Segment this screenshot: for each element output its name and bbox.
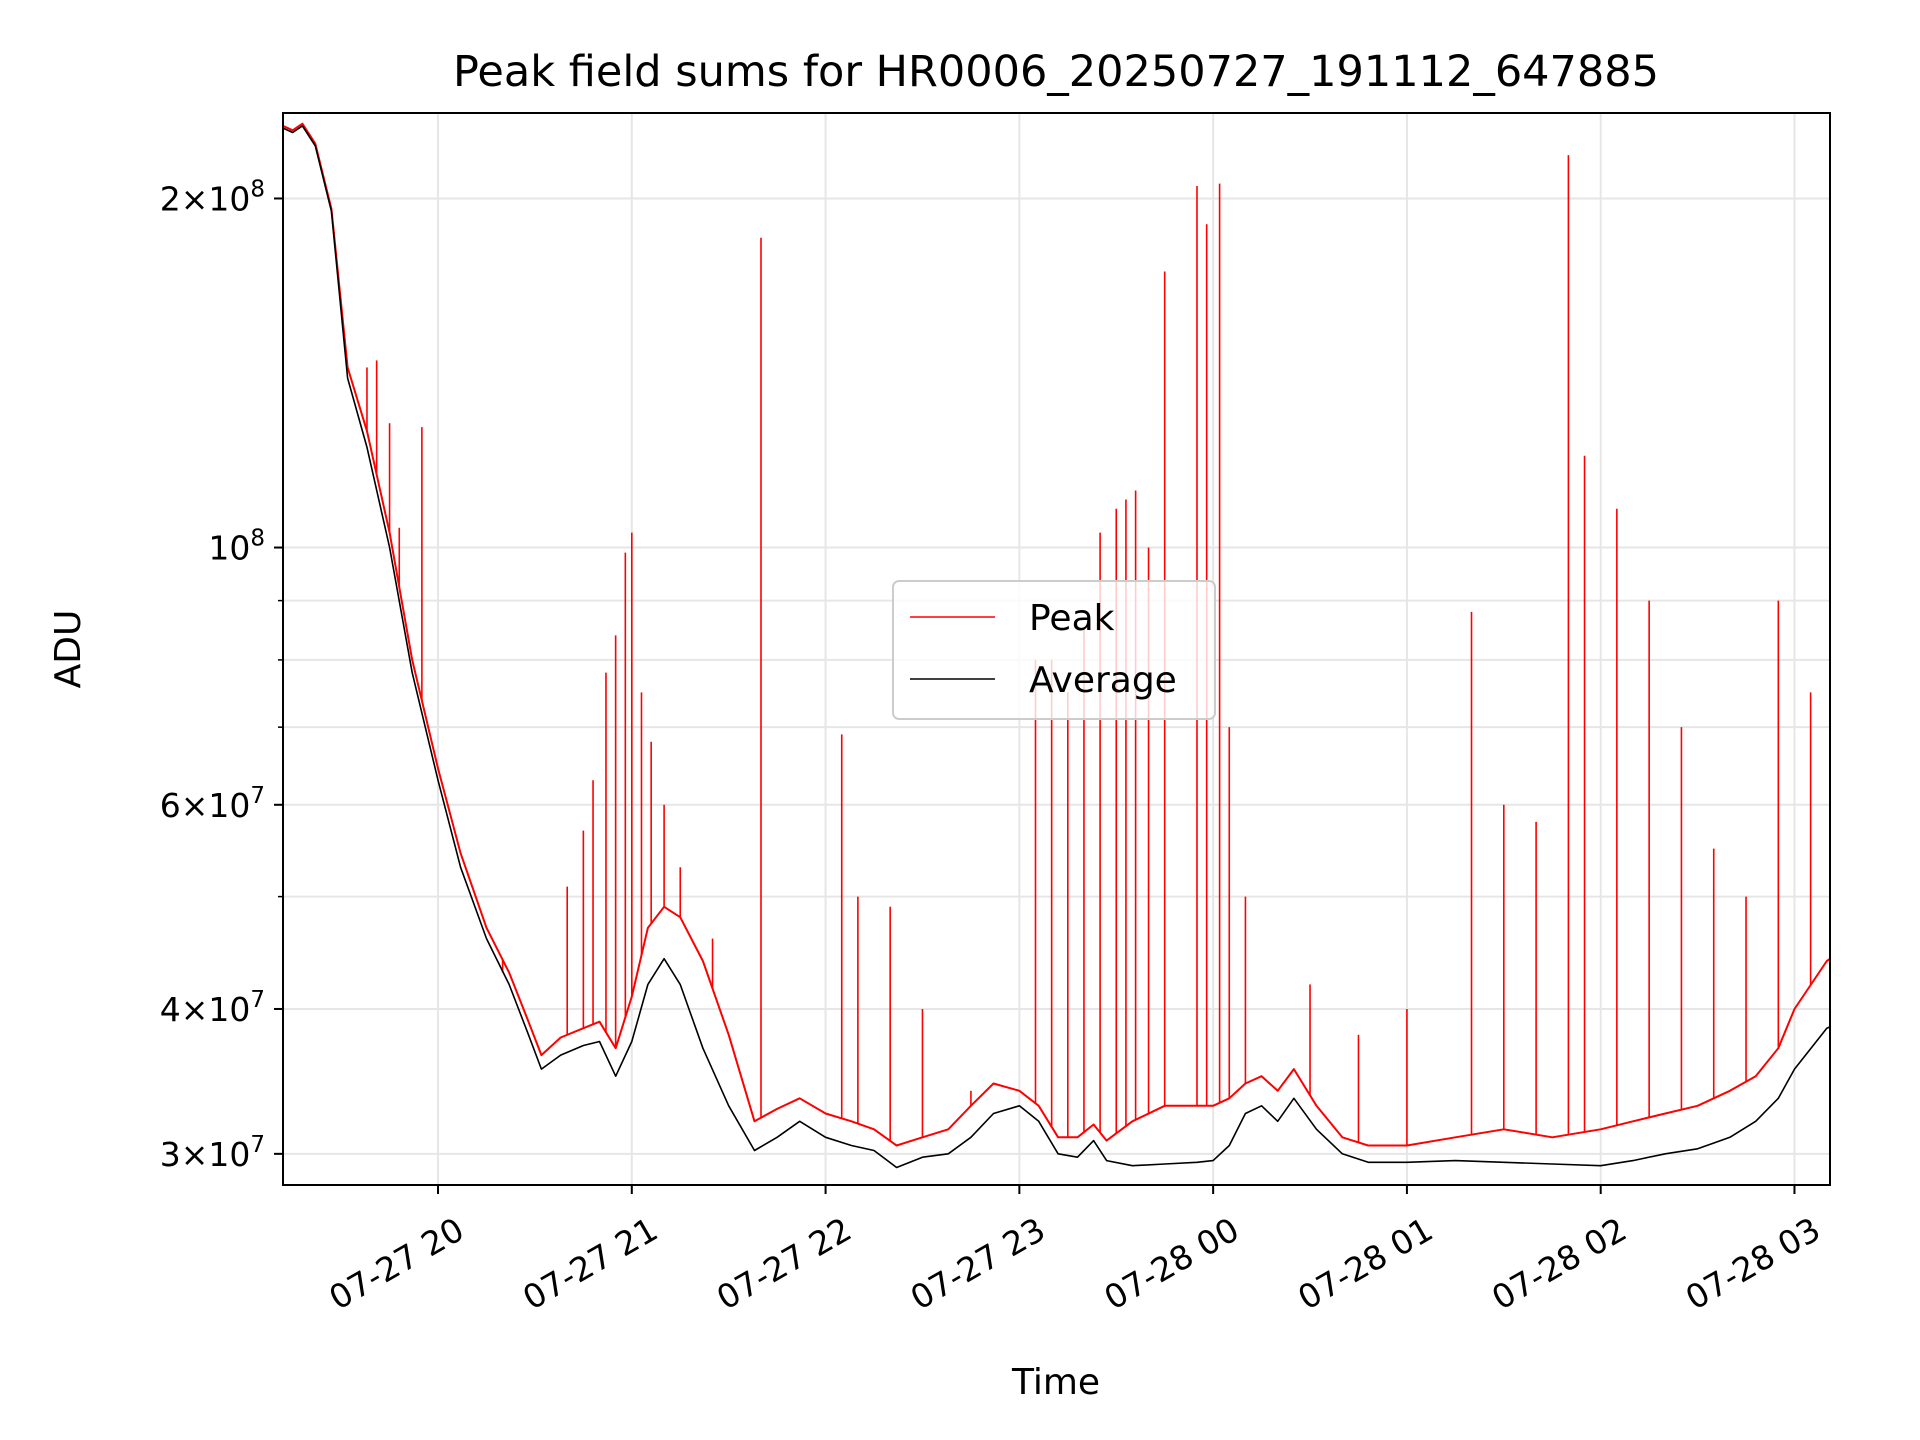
y-tick-label: 3×107 (160, 1132, 265, 1174)
plot-frame (282, 112, 1831, 1186)
y-tick-label: 2×108 (160, 176, 265, 218)
y-tick-exponent: 7 (250, 1132, 265, 1158)
x-axis-label: Time (1011, 1362, 1100, 1403)
chart-title: Peak field sums for HR0006_20250727_1911… (453, 47, 1659, 97)
legend-box (892, 580, 1216, 720)
legend-label-average: Average (1029, 660, 1177, 701)
legend: Peak Average (892, 580, 1216, 720)
y-tick-label: 4×107 (160, 987, 265, 1029)
y-tick-exponent: 8 (250, 176, 265, 202)
y-tick-exponent: 8 (250, 526, 265, 552)
y-axis-label: ADU (48, 610, 89, 689)
series-line-peak (283, 122, 1830, 1147)
y-tick-label: 6×107 (160, 783, 265, 825)
legend-label-peak: Peak (1029, 598, 1115, 639)
y-tick-exponent: 7 (250, 987, 265, 1013)
y-tick-exponent: 7 (250, 783, 265, 809)
series-line-average (283, 125, 1830, 1169)
